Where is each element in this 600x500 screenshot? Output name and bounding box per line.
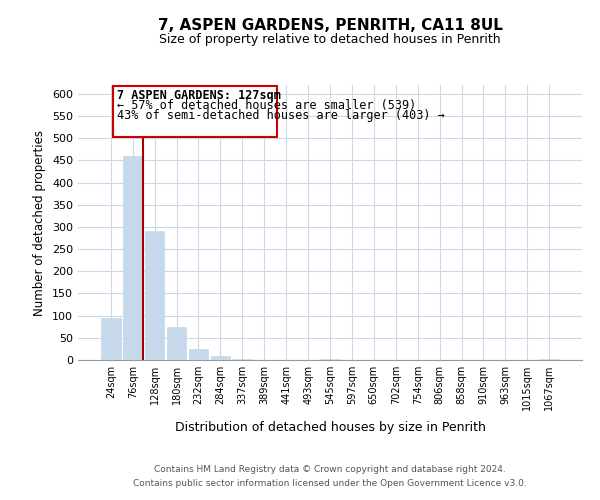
Text: ← 57% of detached houses are smaller (539): ← 57% of detached houses are smaller (53…	[116, 99, 416, 112]
Text: 7 ASPEN GARDENS: 127sqm: 7 ASPEN GARDENS: 127sqm	[116, 90, 281, 102]
Bar	[539, 358, 559, 360]
Bar	[123, 156, 143, 360]
Text: 43% of semi-detached houses are larger (403) →: 43% of semi-detached houses are larger (…	[116, 109, 445, 122]
X-axis label: Distribution of detached houses by size in Penrith: Distribution of detached houses by size …	[175, 422, 485, 434]
Y-axis label: Number of detached properties: Number of detached properties	[34, 130, 46, 316]
Bar	[167, 326, 187, 360]
Text: 7, ASPEN GARDENS, PENRITH, CA11 8UL: 7, ASPEN GARDENS, PENRITH, CA11 8UL	[158, 18, 502, 32]
Text: Size of property relative to detached houses in Penrith: Size of property relative to detached ho…	[159, 34, 501, 46]
Bar	[211, 356, 230, 360]
Bar	[320, 359, 340, 360]
Text: Contains HM Land Registry data © Crown copyright and database right 2024.
Contai: Contains HM Land Registry data © Crown c…	[133, 466, 527, 487]
FancyBboxPatch shape	[113, 86, 277, 138]
Bar	[145, 232, 164, 360]
Bar	[188, 349, 208, 360]
Bar	[232, 358, 252, 360]
Bar	[101, 318, 121, 360]
